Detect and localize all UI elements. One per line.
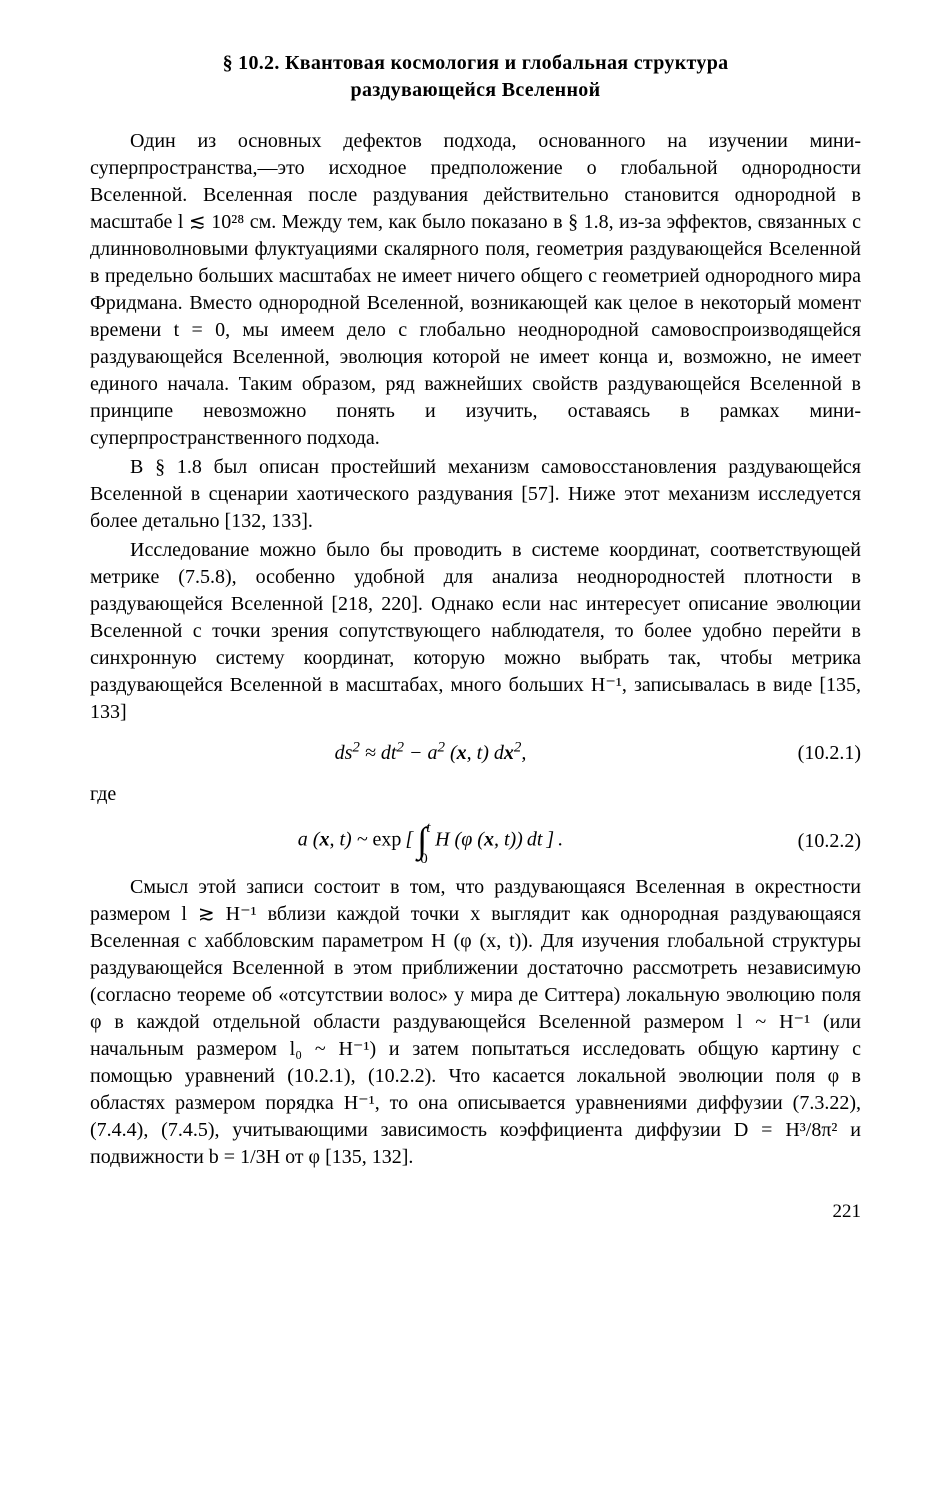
equation-number: (10.2.1) xyxy=(771,740,861,767)
page-number: 221 xyxy=(90,1199,861,1225)
integral-lower-limit: 0 xyxy=(420,849,428,869)
section-heading: § 10.2. Квантовая космология и глобальна… xyxy=(90,50,861,104)
equation-body: a (x, t) ~ exp [t∫0 H (φ (x, t)) dt ] . xyxy=(90,822,771,860)
equation-number: (10.2.2) xyxy=(771,828,861,855)
section-title-line1: Квантовая космология и глобальная структ… xyxy=(285,52,728,74)
paragraph-1: Один из основных дефектов подхода, основ… xyxy=(90,128,861,452)
integral-upper-limit: t xyxy=(426,818,430,838)
paragraph-3: Исследование можно было бы проводить в с… xyxy=(90,537,861,726)
section-number: § 10.2. xyxy=(223,52,280,74)
section-title-line2: раздувающейся Вселенной xyxy=(351,79,601,101)
equation-10-2-2: a (x, t) ~ exp [t∫0 H (φ (x, t)) dt ] . … xyxy=(90,822,861,860)
paragraph-4: Смысл этой записи состоит в том, что раз… xyxy=(90,874,861,1171)
paragraph-2: В § 1.8 был описан простейший механизм с… xyxy=(90,454,861,535)
equation-10-2-1: ds2 ≈ dt2 − a2 (x, t) dx2, (10.2.1) xyxy=(90,740,861,767)
equation-body: ds2 ≈ dt2 − a2 (x, t) dx2, xyxy=(90,740,771,767)
where-label: где xyxy=(90,781,861,808)
